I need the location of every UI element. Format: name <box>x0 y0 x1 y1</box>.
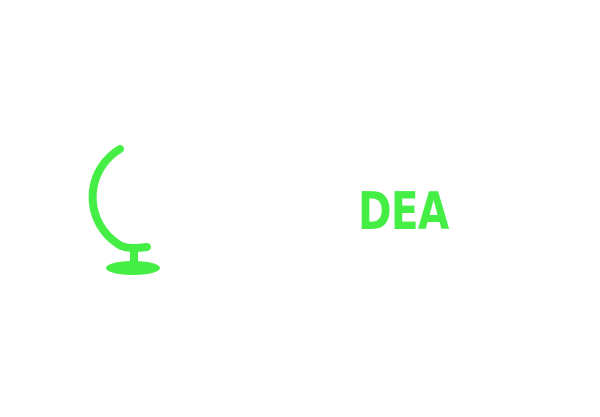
globe-stand-icon <box>88 145 160 275</box>
globe-arc <box>88 145 124 248</box>
globe-stem <box>130 247 138 263</box>
globe-arm <box>114 240 151 252</box>
logo-wordmark: DEA <box>358 182 449 242</box>
globe-base <box>106 261 160 275</box>
